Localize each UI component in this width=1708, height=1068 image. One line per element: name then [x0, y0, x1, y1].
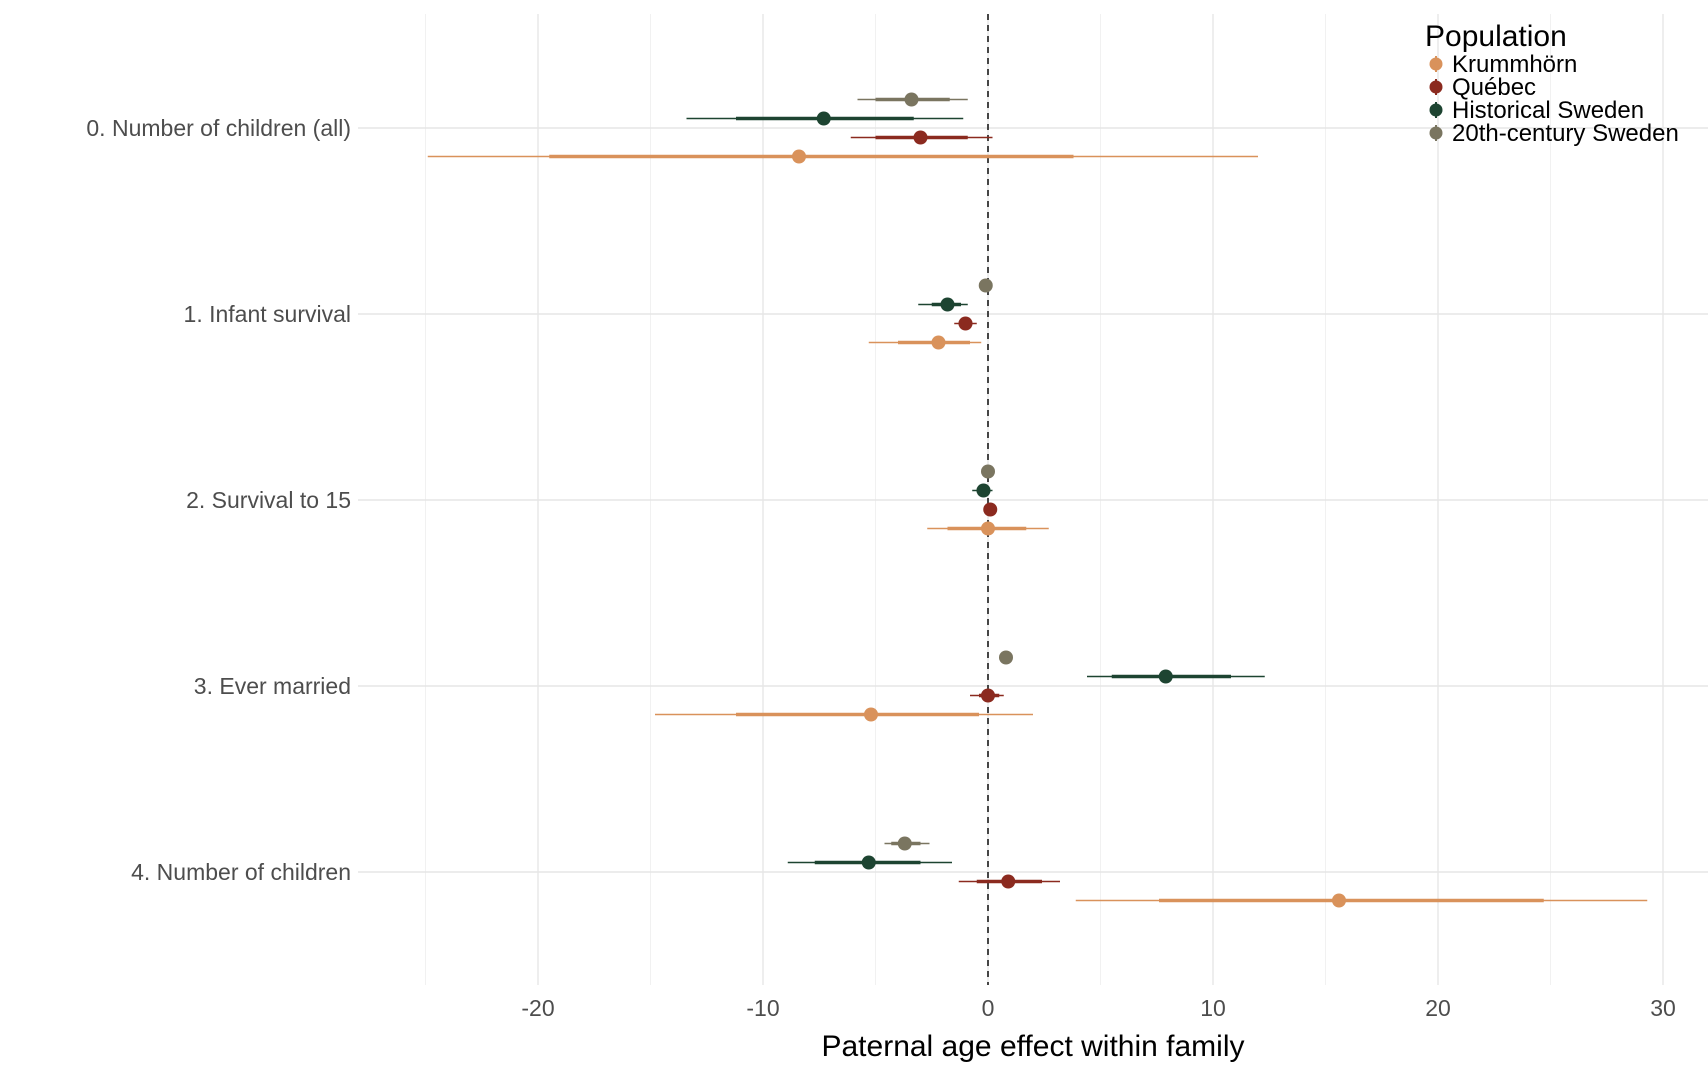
x-axis-label: Paternal age effect within family	[821, 1030, 1244, 1063]
legend-item: Historical Sweden	[1429, 97, 1644, 124]
y-tick-label: 2. Survival to 15	[186, 487, 351, 513]
x-tick-label: -20	[521, 995, 554, 1021]
x-tick-label: 20	[1425, 995, 1451, 1021]
legend-key-point	[1429, 57, 1443, 71]
legend-key-point	[1429, 80, 1443, 94]
legend-label: Krummhörn	[1452, 51, 1577, 78]
point-estimate	[864, 707, 878, 722]
estimate-krummh-rn	[1075, 893, 1648, 908]
estimate-historical-sweden	[972, 483, 993, 498]
y-tick-label: 4. Number of children	[131, 859, 351, 885]
point-estimate	[1332, 893, 1346, 908]
legend-key-point	[1429, 103, 1443, 117]
estimate-qu-bec	[954, 316, 977, 331]
legend-key-point	[1429, 126, 1443, 140]
estimate-20th-century-sweden	[978, 278, 993, 293]
estimate-20th-century-sweden	[981, 464, 995, 479]
estimate-historical-sweden	[1087, 669, 1265, 684]
estimate-20th-century-sweden	[857, 92, 968, 107]
point-estimate	[958, 316, 973, 331]
point-estimate	[897, 836, 912, 851]
point-estimate	[792, 149, 806, 164]
point-estimate	[904, 92, 919, 107]
estimate-krummh-rn	[868, 335, 982, 350]
point-estimate	[931, 335, 946, 350]
y-tick-label: 0. Number of children (all)	[86, 115, 351, 141]
point-estimate	[913, 130, 928, 145]
point-estimate	[981, 688, 995, 703]
legend-label: Québec	[1452, 74, 1536, 101]
legend-title: Population	[1425, 20, 1567, 53]
estimate-qu-bec	[850, 130, 993, 145]
y-tick-label: 3. Ever married	[194, 673, 351, 699]
point-estimate	[983, 502, 998, 517]
estimate-qu-bec	[970, 688, 1004, 703]
x-tick-label: 30	[1650, 995, 1676, 1021]
point-estimate	[976, 483, 991, 498]
x-axis-tick-labels: -20 -10 0 10 20 30	[521, 995, 1675, 1021]
estimate-qu-bec	[958, 874, 1060, 889]
x-tick-label: 10	[1200, 995, 1226, 1021]
estimate-marks	[427, 92, 1648, 908]
point-estimate	[940, 297, 955, 312]
estimate-qu-bec	[983, 502, 998, 517]
point-estimate	[1158, 669, 1173, 684]
legend-item: Québec	[1429, 74, 1536, 101]
legend-label: Historical Sweden	[1452, 97, 1644, 124]
point-estimate	[981, 521, 995, 536]
y-axis-tick-labels: 0. Number of children (all) 1. Infant sur…	[86, 115, 351, 885]
estimate-historical-sweden	[787, 855, 952, 870]
legend-item: Krummhörn	[1429, 51, 1577, 78]
estimate-historical-sweden	[918, 297, 968, 312]
estimate-historical-sweden	[686, 111, 964, 126]
estimate-krummh-rn	[655, 707, 1033, 722]
point-estimate	[978, 278, 993, 293]
y-tick-label: 1. Infant survival	[184, 301, 351, 327]
estimate-20th-century-sweden	[884, 836, 930, 851]
estimate-krummh-rn	[927, 521, 1049, 536]
legend-item: 20th-century Sweden	[1429, 120, 1679, 147]
legend-label: 20th-century Sweden	[1452, 120, 1679, 147]
point-estimate	[1001, 874, 1016, 889]
estimate-krummh-rn	[427, 149, 1258, 164]
point-estimate	[999, 650, 1013, 665]
estimate-20th-century-sweden	[999, 650, 1013, 665]
point-estimate	[861, 855, 876, 870]
point-estimate	[981, 464, 995, 479]
x-tick-label: -10	[746, 995, 779, 1021]
x-tick-label: 0	[982, 995, 995, 1021]
point-estimate	[816, 111, 831, 126]
grid-lines	[358, 14, 1708, 985]
